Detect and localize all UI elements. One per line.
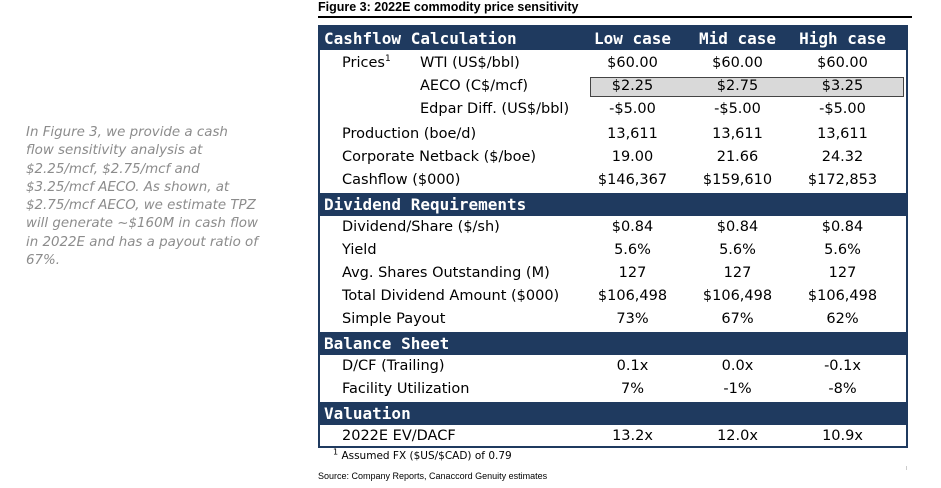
table-row-cashflow: Cashflow ($000) $146,367 $159,610 $172,8… xyxy=(320,169,906,192)
row-label: Corporate Netback ($/boe) xyxy=(342,149,537,165)
cell-mid: 21.66 xyxy=(716,149,759,165)
sidenote: In Figure 3, we provide a cash flow sens… xyxy=(26,124,258,270)
row-label: Cashflow ($000) xyxy=(342,172,461,188)
section-title: Valuation xyxy=(324,404,411,423)
table-row-netback: Corporate Netback ($/boe) 19.00 21.66 24… xyxy=(320,146,906,169)
section-title: Dividend Requirements xyxy=(324,195,527,214)
section-header-balance: Balance Sheet xyxy=(320,332,906,355)
cell-low: $146,367 xyxy=(597,172,668,188)
cell-low: 13,611 xyxy=(607,126,658,142)
cell-mid: -1% xyxy=(723,381,752,397)
cell-mid: $0.84 xyxy=(716,219,759,235)
col-header-mid: Mid case xyxy=(698,29,777,48)
cell-low: -$5.00 xyxy=(609,101,656,117)
cell-low: $2.25 xyxy=(611,78,654,94)
sidenote-text: In Figure 3, we provide a cash flow sens… xyxy=(26,125,258,269)
col-header-low: Low case xyxy=(593,29,672,48)
row-label: Simple Payout xyxy=(342,311,446,327)
row-label: WTI (US$/bbl) xyxy=(420,55,520,71)
col-header-high: High case xyxy=(799,29,886,48)
cell-low: 127 xyxy=(618,265,647,281)
cell-low: 0.1x xyxy=(616,358,649,374)
table-row-payout: Simple Payout 73% 67% 62% xyxy=(320,308,906,331)
section-header-cashflow: Cashflow Calculation Low case Mid case H… xyxy=(320,27,906,50)
aeco-highlight-box xyxy=(590,77,904,97)
cell-high: 13,611 xyxy=(817,126,868,142)
cell-mid: 67% xyxy=(721,311,754,327)
row-label: Production (boe/d) xyxy=(342,126,477,142)
cell-mid: 0.0x xyxy=(721,358,754,374)
cell-low: 19.00 xyxy=(611,149,654,165)
page-mark xyxy=(906,466,907,470)
table-row-facility: Facility Utilization 7% -1% -8% xyxy=(320,378,906,401)
prices-label: Prices1 xyxy=(342,54,391,71)
row-label: Yield xyxy=(342,242,377,258)
table-row-dcf: D/CF (Trailing) 0.1x 0.0x -0.1x xyxy=(320,355,906,378)
row-label: D/CF (Trailing) xyxy=(342,358,445,374)
cell-high: -$5.00 xyxy=(819,101,866,117)
table-row-ev-dacf: 2022E EV/DACF 13.2x 12.0x 10.9x xyxy=(320,425,906,446)
cell-low: 5.6% xyxy=(614,242,651,258)
title-rule xyxy=(318,16,912,18)
cell-mid: 12.0x xyxy=(717,428,758,444)
cell-high: 127 xyxy=(828,265,857,281)
row-label: Avg. Shares Outstanding (M) xyxy=(342,265,550,281)
cell-mid: 5.6% xyxy=(719,242,756,258)
cell-low: 13.2x xyxy=(612,428,653,444)
cell-mid: $2.75 xyxy=(716,78,759,94)
row-label: Dividend/Share ($/sh) xyxy=(342,219,500,235)
table-row-edpar: Edpar Diff. (US$/bbl) -$5.00 -$5.00 -$5.… xyxy=(320,98,906,121)
cell-mid: $106,498 xyxy=(702,288,773,304)
cell-high: -8% xyxy=(828,381,857,397)
section-title: Balance Sheet xyxy=(324,334,450,353)
cell-high: -0.1x xyxy=(824,358,861,374)
row-label: AECO (C$/mcf) xyxy=(420,78,528,94)
cell-low: $0.84 xyxy=(611,219,654,235)
table-row-wti: Prices1 WTI (US$/bbl) $60.00 $60.00 $60.… xyxy=(320,52,906,75)
footnote: 1 Assumed FX ($US/$CAD) of 0.79 xyxy=(333,447,512,462)
cell-low: 7% xyxy=(620,381,644,397)
table-row-shares: Avg. Shares Outstanding (M) 127 127 127 xyxy=(320,262,906,285)
source-note: Source: Company Reports, Canaccord Genui… xyxy=(318,471,548,481)
cell-high: 5.6% xyxy=(824,242,861,258)
sensitivity-table: Cashflow Calculation Low case Mid case H… xyxy=(318,25,908,448)
table-row-yield: Yield 5.6% 5.6% 5.6% xyxy=(320,239,906,262)
row-label: Facility Utilization xyxy=(342,381,470,397)
cell-high: 62% xyxy=(826,311,859,327)
figure-title: Figure 3: 2022E commodity price sensitiv… xyxy=(318,0,579,14)
cell-high: 10.9x xyxy=(822,428,863,444)
row-label: Total Dividend Amount ($000) xyxy=(342,288,560,304)
cell-high: 24.32 xyxy=(821,149,864,165)
section-header-valuation: Valuation xyxy=(320,402,906,425)
footnote-marker: 1 xyxy=(333,447,339,457)
table-row-aeco: AECO (C$/mcf) $2.25 $2.75 $3.25 xyxy=(320,75,906,98)
cell-mid: 127 xyxy=(723,265,752,281)
cell-high: $60.00 xyxy=(817,55,868,71)
row-label: 2022E EV/DACF xyxy=(342,428,456,444)
cell-mid: $159,610 xyxy=(702,172,773,188)
section-header-dividend: Dividend Requirements xyxy=(320,193,906,216)
table-row-dps: Dividend/Share ($/sh) $0.84 $0.84 $0.84 xyxy=(320,216,906,239)
row-label: Edpar Diff. (US$/bbl) xyxy=(420,101,570,117)
table-row-total-dividend: Total Dividend Amount ($000) $106,498 $1… xyxy=(320,285,906,308)
cell-high: $3.25 xyxy=(821,78,864,94)
footnote-text: Assumed FX ($US/$CAD) of 0.79 xyxy=(341,450,512,462)
table-row-production: Production (boe/d) 13,611 13,611 13,611 xyxy=(320,123,906,146)
cell-high: $106,498 xyxy=(807,288,878,304)
cell-low: $106,498 xyxy=(597,288,668,304)
section-title: Cashflow Calculation xyxy=(324,29,517,48)
cell-low: $60.00 xyxy=(607,55,658,71)
cell-mid: $60.00 xyxy=(712,55,763,71)
cell-low: 73% xyxy=(616,311,649,327)
cell-high: $0.84 xyxy=(821,219,864,235)
cell-mid: -$5.00 xyxy=(714,101,761,117)
cell-mid: 13,611 xyxy=(712,126,763,142)
cell-high: $172,853 xyxy=(807,172,878,188)
